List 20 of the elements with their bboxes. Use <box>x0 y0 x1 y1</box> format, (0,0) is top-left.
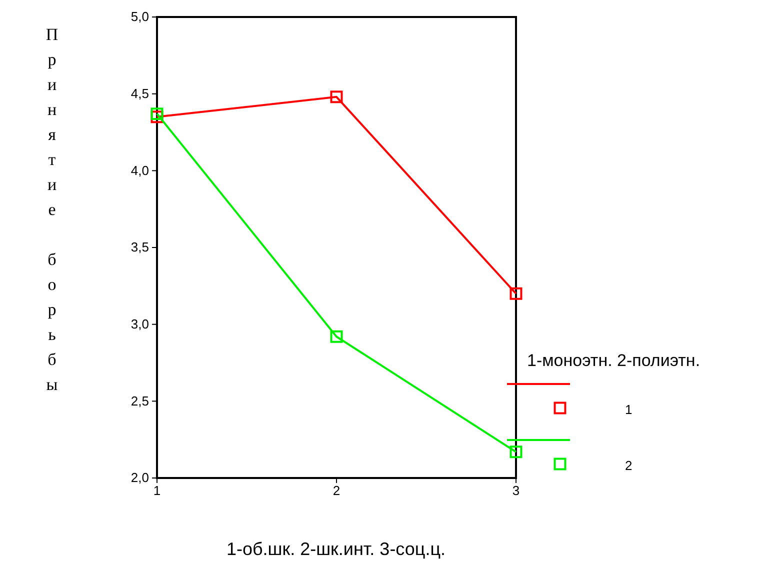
y-tick-label: 2,0 <box>130 470 149 486</box>
y-tick-label: 2,5 <box>130 393 149 408</box>
point <box>150 108 164 120</box>
point <box>330 330 343 343</box>
x-tick-label: 2 <box>332 483 340 498</box>
y-tick-label: 3,0 <box>130 316 149 332</box>
y-tick-label: 4,5 <box>130 86 149 101</box>
text: Принятие борьбы <box>46 25 58 394</box>
x-tick-label: 3 <box>512 483 520 498</box>
text: 1 <box>625 402 632 417</box>
x-tick-label: 1 <box>153 483 161 498</box>
y-tick-label: 3,5 <box>130 240 149 255</box>
point <box>510 287 522 300</box>
y-tick-label: 5,0 <box>130 9 149 24</box>
point <box>330 90 343 104</box>
y-tick-label: 4,0 <box>130 162 149 178</box>
x-axis-title: 1-об.шк. 2-шк.инт. 3-соц.ц. <box>226 539 446 559</box>
point <box>510 446 522 458</box>
legend-title: 1-моноэтн. 2-полиэтн. <box>527 351 700 370</box>
text: 2 <box>625 458 632 473</box>
